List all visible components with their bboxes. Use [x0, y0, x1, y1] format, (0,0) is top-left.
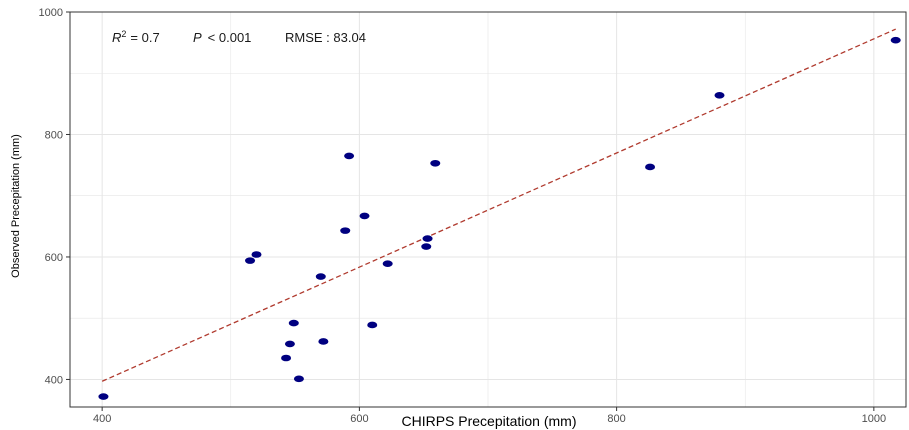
r2-symbol: R — [112, 30, 121, 45]
y-axis-ticks: 400 600 800 1000 — [39, 7, 70, 386]
data-point — [281, 354, 292, 362]
rmse-annotation: RMSE : 83.04 — [285, 30, 366, 45]
data-point — [367, 321, 378, 329]
x-axis-ticks: 400 600 800 1000 — [93, 407, 886, 425]
y-tick-label: 1000 — [39, 7, 63, 19]
y-tick-label: 800 — [45, 129, 63, 141]
x-tick-label: 800 — [607, 413, 625, 425]
data-point — [422, 235, 433, 242]
data-point — [421, 243, 432, 250]
data-point — [284, 340, 295, 348]
y-tick-label: 600 — [45, 252, 63, 264]
plot-frame — [69, 11, 907, 408]
p-annotation: P < 0.001 — [193, 30, 251, 45]
data-point — [293, 375, 304, 383]
p-value: < 0.001 — [208, 30, 252, 45]
data-point — [359, 212, 370, 220]
data-point — [251, 251, 262, 258]
data-point — [98, 393, 109, 400]
x-tick-label: 1000 — [862, 413, 886, 425]
data-points — [98, 36, 901, 400]
y-axis-title: Observed Precepitation (mm) — [10, 134, 22, 278]
data-point — [344, 152, 355, 160]
data-point — [340, 227, 351, 234]
data-point — [890, 36, 901, 44]
fit-line — [101, 28, 896, 382]
data-point — [315, 273, 326, 280]
r2-annotation: R2 = 0.7 — [112, 29, 160, 45]
x-axis-title: CHIRPS Precepitation (mm) — [401, 413, 576, 429]
data-point — [318, 338, 329, 345]
x-tick-label: 400 — [93, 413, 111, 425]
fit-line-group — [101, 28, 896, 382]
r2-value: = 0.7 — [130, 30, 159, 45]
x-tick-label: 600 — [350, 413, 368, 425]
data-point — [430, 159, 441, 167]
p-symbol: P — [193, 30, 202, 45]
data-point — [288, 319, 299, 327]
data-point — [382, 260, 393, 267]
grid-lines — [70, 12, 906, 407]
data-point — [245, 257, 256, 264]
r2-exponent: 2 — [121, 29, 126, 39]
y-tick-label: 400 — [45, 374, 63, 386]
data-point — [714, 91, 725, 99]
data-point — [645, 163, 656, 171]
